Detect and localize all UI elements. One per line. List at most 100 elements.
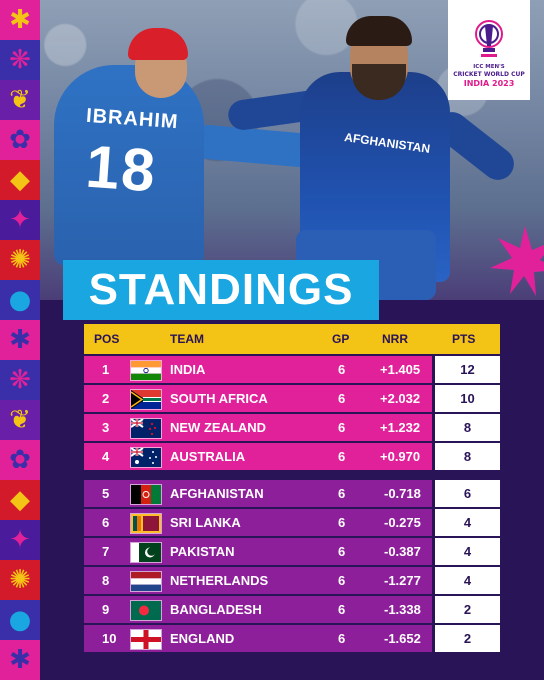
player-2-hair <box>346 16 412 46</box>
page-title: STANDINGS <box>88 265 354 314</box>
pattern-tile-icon: ✺ <box>0 240 40 280</box>
pos-cell: 2 <box>102 391 110 406</box>
afghanistan-flag-icon <box>130 484 162 505</box>
pos-cell: 8 <box>102 573 110 588</box>
table-row: 6 SRI LANKA 6 -0.275 4 <box>84 509 500 536</box>
team-cell: AUSTRALIA <box>170 449 246 464</box>
world-cup-logo: ICC MEN'S CRICKET WORLD CUP INDIA 2023 <box>448 0 530 100</box>
gp-cell: 6 <box>338 449 346 464</box>
pattern-tile-icon: ✱ <box>0 640 40 680</box>
logo-line-1: ICC MEN'S <box>473 64 505 70</box>
decorative-pattern-strip: ✱ ❋ ❦ ✿ ◆ ✦ ✺ ● ✱ ❋ ❦ ✿ ◆ ✦ ✺ ● ✱ <box>0 0 40 680</box>
logo-line-3: INDIA 2023 <box>463 79 515 88</box>
team-cell: SOUTH AFRICA <box>170 391 268 406</box>
gp-cell: 6 <box>338 544 346 559</box>
pattern-tile-icon: ◆ <box>0 160 40 200</box>
netherlands-flag-icon <box>130 571 162 592</box>
pattern-tile-icon: ❋ <box>0 360 40 400</box>
gp-cell: 6 <box>338 391 346 406</box>
south-africa-flag-icon <box>130 389 162 410</box>
pattern-tile-icon: ● <box>0 600 40 640</box>
team-cell: AFGHANISTAN <box>170 486 264 501</box>
jersey-number: 18 <box>83 132 160 205</box>
col-gp-header: GP <box>332 332 350 346</box>
bangladesh-flag-icon <box>130 600 162 621</box>
pos-cell: 7 <box>102 544 110 559</box>
col-team-header: TEAM <box>170 332 204 346</box>
nrr-cell: +2.032 <box>380 391 421 406</box>
pts-cell-background <box>435 625 500 652</box>
table-row: 10 ENGLAND 6 -1.652 2 <box>84 625 500 652</box>
gp-cell: 6 <box>338 573 346 588</box>
pattern-tile-icon: ❋ <box>0 40 40 80</box>
team-cell: BANGLADESH <box>170 602 262 617</box>
pattern-tile-icon: ❦ <box>0 400 40 440</box>
pts-cell-background <box>435 567 500 594</box>
new-zealand-flag-icon <box>130 418 162 439</box>
pattern-tile-icon: ✱ <box>0 320 40 360</box>
nrr-cell: +0.970 <box>380 449 421 464</box>
team-cell: NETHERLANDS <box>170 573 269 588</box>
player-1-cap <box>128 28 188 60</box>
team-cell: INDIA <box>170 362 206 377</box>
nrr-cell: -1.338 <box>384 602 421 617</box>
australia-flag-icon <box>130 447 162 468</box>
team-cell: SRI LANKA <box>170 515 241 530</box>
pts-cell-background <box>435 385 500 412</box>
col-pos-header: POS <box>94 332 120 346</box>
team-cell: PAKISTAN <box>170 544 235 559</box>
table-row: 1 INDIA 6 +1.405 12 <box>84 356 500 383</box>
pattern-tile-icon: ◆ <box>0 480 40 520</box>
gp-cell: 6 <box>338 602 346 617</box>
pts-cell: 8 <box>463 449 472 464</box>
pts-cell: 6 <box>463 486 472 501</box>
pos-cell: 4 <box>102 449 110 464</box>
pakistan-flag-icon <box>130 542 162 563</box>
table-row: 7 PAKISTAN 6 -0.387 4 <box>84 538 500 565</box>
nrr-cell: +1.405 <box>380 362 421 377</box>
nrr-cell: -0.387 <box>384 544 421 559</box>
pts-cell: 4 <box>463 573 472 588</box>
table-row: 5 AFGHANISTAN 6 -0.718 6 <box>84 480 500 507</box>
nrr-cell: -0.275 <box>384 515 421 530</box>
pts-cell: 4 <box>463 515 472 530</box>
trophy-icon <box>475 20 503 57</box>
pos-cell: 5 <box>102 486 110 501</box>
pattern-tile-icon: ❦ <box>0 80 40 120</box>
team-cell: ENGLAND <box>170 631 235 646</box>
pts-cell-background <box>435 443 500 470</box>
pattern-tile-icon: ● <box>0 280 40 320</box>
pts-cell: 12 <box>460 362 475 377</box>
pts-cell: 4 <box>463 544 472 559</box>
pts-cell: 10 <box>460 391 475 406</box>
pattern-tile-icon: ✿ <box>0 440 40 480</box>
logo-line-2: CRICKET WORLD CUP <box>453 71 525 78</box>
table-row: 9 BANGLADESH 6 -1.338 2 <box>84 596 500 623</box>
pos-cell: 10 <box>102 631 117 646</box>
pattern-tile-icon: ✦ <box>0 520 40 560</box>
england-flag-icon <box>130 629 162 650</box>
pos-cell: 6 <box>102 515 110 530</box>
table-row: 2 SOUTH AFRICA 6 +2.032 10 <box>84 385 500 412</box>
pts-cell: 8 <box>463 420 472 435</box>
pts-cell-background <box>435 480 500 507</box>
player-1-body <box>54 65 204 265</box>
pattern-tile-icon: ✿ <box>0 120 40 160</box>
pts-cell-background <box>435 596 500 623</box>
team-cell: NEW ZEALAND <box>170 420 267 435</box>
sri-lanka-flag-icon <box>130 513 162 534</box>
pattern-tile-icon: ✱ <box>0 0 40 40</box>
pts-cell: 2 <box>463 631 472 646</box>
title-banner <box>63 260 379 320</box>
pts-cell-background <box>435 509 500 536</box>
gp-cell: 6 <box>338 362 346 377</box>
gp-cell: 6 <box>338 420 346 435</box>
pos-cell: 1 <box>102 362 110 377</box>
table-row: 3 NEW ZEALAND 6 +1.232 8 <box>84 414 500 441</box>
table-header: POS TEAM GP NRR PTS <box>84 324 500 354</box>
gp-cell: 6 <box>338 515 346 530</box>
pattern-tile-icon: ✺ <box>0 560 40 600</box>
col-pts-header: PTS <box>452 332 476 346</box>
pts-cell-background <box>435 538 500 565</box>
india-flag-icon <box>130 360 162 381</box>
